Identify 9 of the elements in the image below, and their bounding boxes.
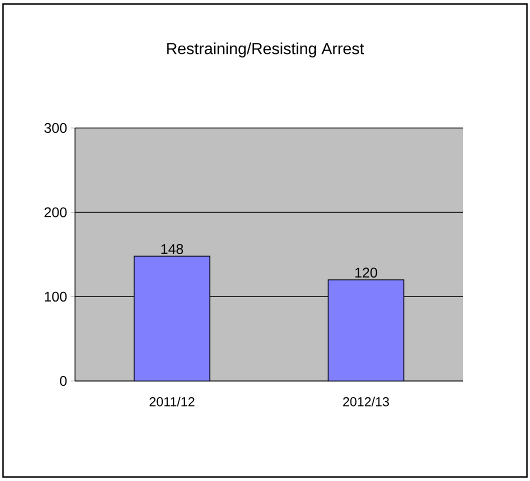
- data-label: 120: [355, 268, 378, 278]
- y-tick-label: 0: [60, 376, 67, 386]
- data-label: 148: [161, 244, 184, 254]
- x-tick-label: 2011/12: [150, 396, 194, 406]
- y-tick-label: 200: [44, 207, 67, 218]
- y-tick-label: 300: [44, 123, 67, 133]
- x-tick-label: 2012/13: [343, 396, 389, 406]
- chart-title: Restraining/Resisting Arrest: [167, 42, 364, 58]
- y-tick-label: 100: [44, 292, 67, 302]
